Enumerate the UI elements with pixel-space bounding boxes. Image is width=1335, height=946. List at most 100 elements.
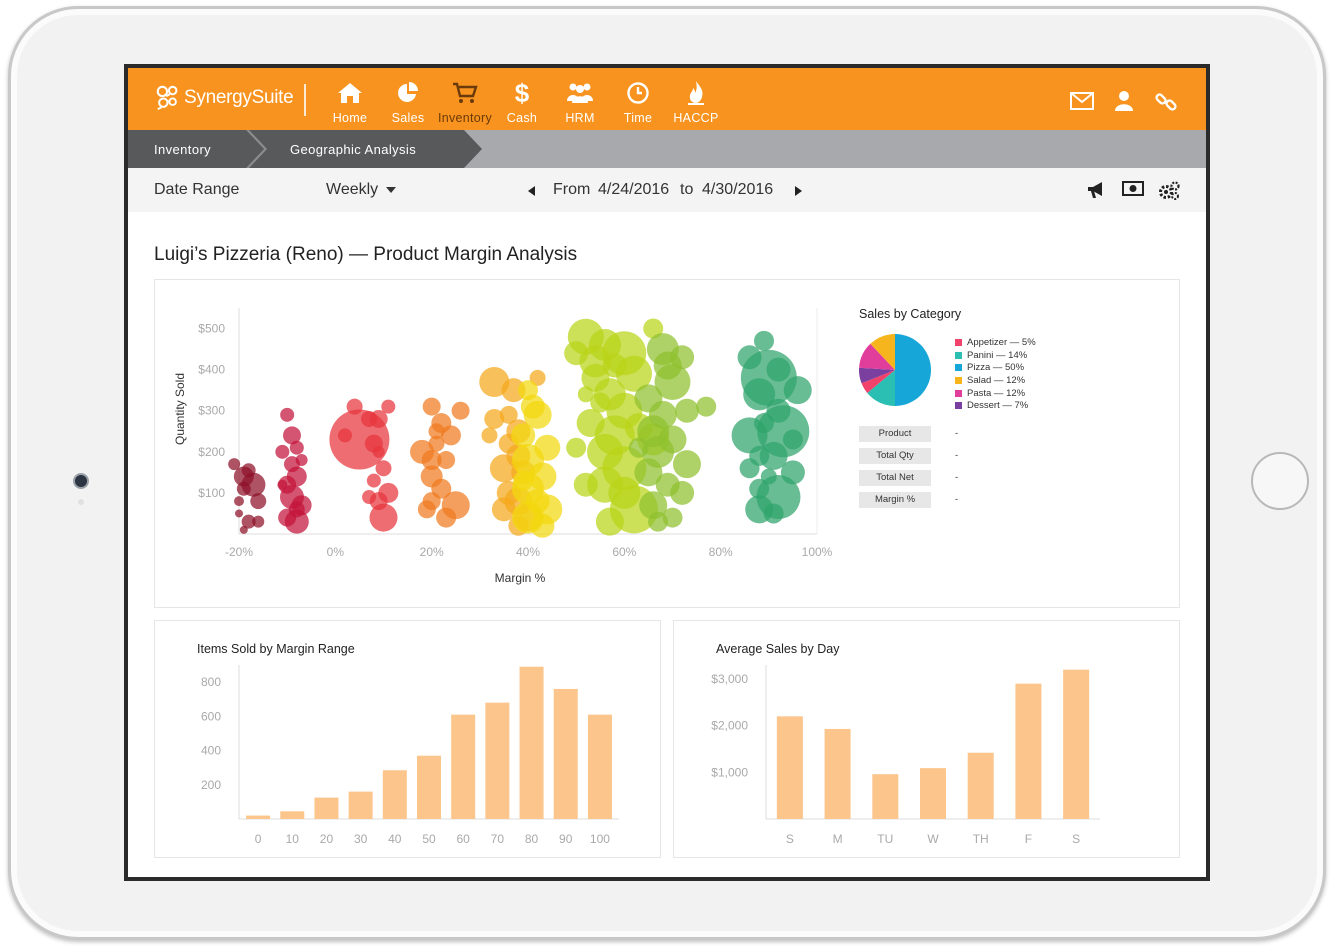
camera-icon — [73, 473, 89, 489]
home-hardware-button[interactable] — [1251, 452, 1309, 510]
next-period-icon[interactable] — [795, 186, 802, 196]
y-tick-label: 200 — [201, 778, 221, 792]
x-tick-label: 80% — [709, 545, 733, 559]
x-tick-label: F — [1025, 832, 1032, 846]
bubble-point — [277, 479, 288, 490]
x-tick-label: 60 — [457, 832, 471, 846]
bubble-point — [337, 428, 352, 443]
nav-haccp[interactable]: HACCP — [666, 80, 726, 125]
y-tick-label: $2,000 — [711, 719, 748, 733]
bubble-point — [372, 445, 385, 458]
bubble-point — [422, 397, 441, 416]
bar — [587, 714, 612, 819]
filter-bar: Date Range Weekly From 4/24/2016 to 4/30… — [128, 168, 1206, 212]
brand-name: SynergySuite — [184, 87, 294, 108]
cart-icon — [453, 82, 478, 103]
bubble-point — [234, 496, 244, 507]
settings-icon[interactable] — [1158, 181, 1180, 201]
bar — [451, 714, 476, 819]
megaphone-icon[interactable] — [1086, 181, 1106, 199]
breadcrumb-label: Inventory — [154, 141, 212, 157]
items-sold-title: Items Sold by Margin Range — [197, 642, 355, 656]
bubble-point — [228, 458, 241, 471]
bubble-point — [275, 444, 290, 459]
x-tick-label: 100% — [802, 545, 833, 559]
bubble-point — [674, 398, 699, 423]
x-axis-title: Margin % — [495, 571, 546, 585]
cash-icon[interactable] — [1122, 181, 1144, 197]
bubble-point — [763, 503, 784, 524]
bar — [382, 770, 407, 819]
bubble-chart: -20% 0% 20% 40% 60% 80% 100% $100 $200 $300 $400 $5… — [173, 308, 833, 585]
date-range-label: Date Range — [154, 181, 240, 198]
y-tick-label: $200 — [198, 445, 225, 459]
bubble-point — [250, 493, 267, 510]
legend-item: Dessert — 7% — [955, 399, 1036, 412]
bubble-point — [590, 392, 611, 413]
breadcrumb-label: Geographic Analysis — [290, 141, 417, 157]
pie-slice-appetizer — [861, 370, 895, 393]
nav-inventory[interactable]: Inventory — [435, 80, 495, 125]
bubble-point — [289, 440, 304, 455]
nav-hrm[interactable]: HRM — [550, 80, 610, 125]
bar — [776, 716, 803, 819]
y-tick-label: $3,000 — [711, 672, 748, 686]
breadcrumb-geographic-analysis[interactable]: Geographic Analysis — [246, 130, 464, 168]
to-date[interactable]: 4/30/2016 — [702, 181, 774, 198]
bubble-point — [577, 386, 594, 403]
bubble-point — [239, 525, 248, 534]
bar — [246, 815, 271, 819]
user-icon[interactable] — [1114, 90, 1134, 112]
bubble-point — [235, 509, 243, 518]
prev-period-icon[interactable] — [528, 186, 535, 196]
bubble-point — [759, 441, 788, 470]
x-tick-label: 30 — [354, 832, 368, 846]
bubble-point — [696, 396, 717, 417]
nav-cash[interactable]: $ Cash — [492, 80, 552, 125]
period-dropdown[interactable]: Weekly — [326, 181, 397, 199]
detail-key: Total Net — [859, 470, 931, 486]
people-icon — [567, 83, 593, 103]
x-tick-label: 20% — [420, 545, 444, 559]
bar — [1015, 683, 1042, 819]
legend-item: Pasta — 12% — [955, 387, 1036, 400]
nav-cash-label: Cash — [506, 111, 538, 125]
bubble-point — [670, 480, 695, 505]
bubble-point — [241, 463, 256, 478]
nav-home[interactable]: Home — [320, 80, 380, 125]
detail-total-net: Total Net - — [859, 470, 999, 486]
brand-logo[interactable]: SynergySuite — [154, 82, 294, 114]
bar — [485, 702, 510, 819]
flame-icon — [688, 81, 704, 105]
y-tick-label: 400 — [201, 744, 221, 758]
mail-icon[interactable] — [1070, 92, 1094, 110]
link-icon[interactable] — [1154, 90, 1178, 114]
bubble-point — [346, 398, 363, 415]
nav-haccp-label: HACCP — [673, 111, 719, 125]
x-tick-label: S — [786, 832, 794, 846]
nav-sales[interactable]: Sales — [378, 80, 438, 125]
y-tick-label: $100 — [198, 486, 225, 500]
sensor-icon — [78, 499, 84, 505]
breadcrumb: Geographic Analysis Inventory — [128, 130, 1206, 168]
bubble-point — [783, 376, 812, 405]
from-date[interactable]: 4/24/2016 — [598, 181, 670, 198]
legend-item: Panini — 14% — [955, 349, 1036, 362]
pie-slice-salad — [870, 334, 895, 370]
bubble-point — [369, 503, 398, 532]
nav-time[interactable]: Time — [608, 80, 668, 125]
legend-label: Appetizer — 5% — [967, 336, 1036, 348]
bar — [1063, 669, 1090, 819]
detail-value: - — [955, 428, 959, 439]
bubble-point — [628, 437, 649, 458]
x-tick-label: 10 — [286, 832, 300, 846]
x-tick-label: 40% — [516, 545, 540, 559]
bubble-point — [484, 408, 505, 429]
breadcrumb-inventory[interactable]: Inventory — [128, 130, 246, 168]
bubble-point — [530, 513, 555, 538]
page-title: Luigi’s Pizzeria (Reno) — Product Margin… — [154, 244, 578, 265]
to-label: to — [680, 181, 694, 198]
bar — [872, 774, 899, 819]
bubble-point — [615, 355, 652, 392]
nav-sales-label: Sales — [391, 111, 425, 125]
